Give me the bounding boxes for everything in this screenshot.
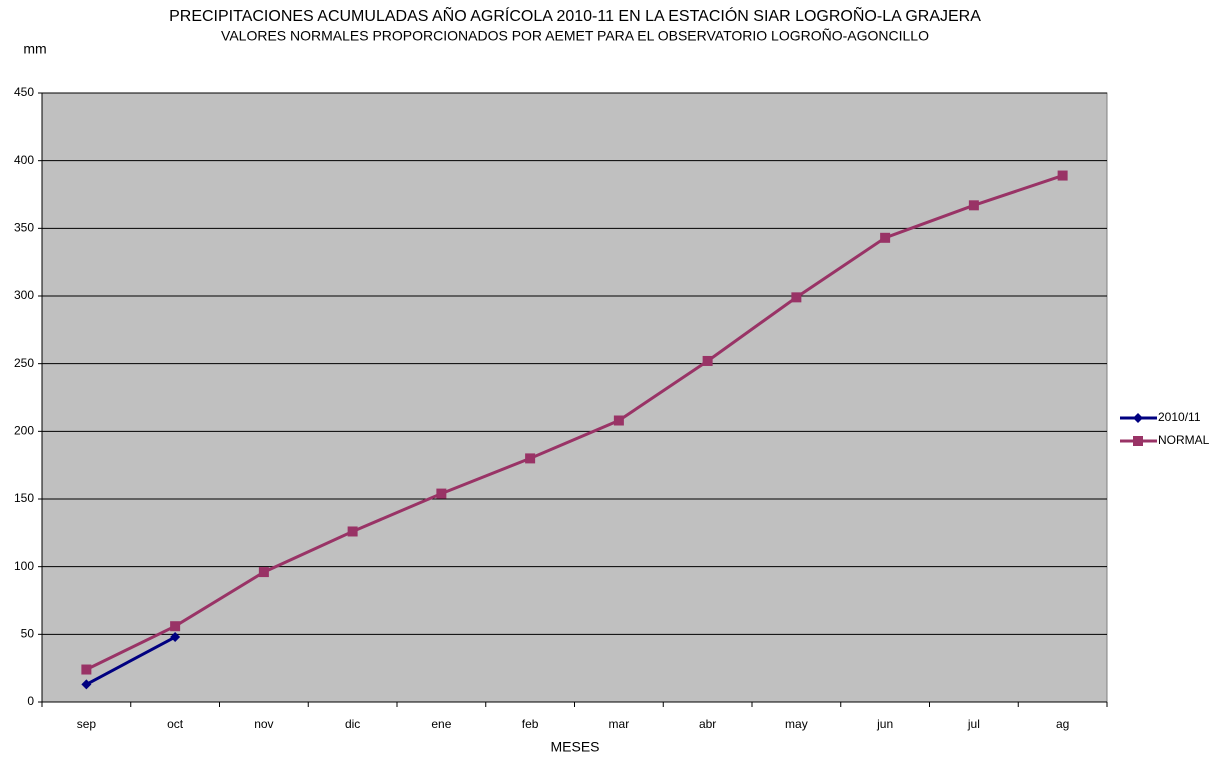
data-point (1057, 170, 1068, 181)
y-tick-label: 150 (14, 491, 34, 505)
series-line (85, 174, 1064, 671)
data-point (613, 415, 624, 426)
data-point (81, 679, 92, 690)
x-tick-label: ene (431, 717, 451, 731)
data-point (791, 292, 802, 303)
x-axis-label: MESES (550, 739, 599, 755)
chart-subtitle: VALORES NORMALES PROPORCIONADOS POR AEME… (221, 28, 929, 44)
y-tick-label: 350 (14, 221, 34, 235)
y-tick-label: 50 (21, 627, 35, 641)
x-tick-label: feb (522, 717, 539, 731)
y-tick-label: 250 (14, 356, 34, 370)
legend-marker (1133, 413, 1143, 423)
data-point (436, 488, 447, 499)
data-point (170, 621, 181, 632)
x-tick-label: abr (699, 717, 716, 731)
data-point (702, 355, 713, 366)
y-tick-label: 100 (14, 559, 34, 573)
legend-label: 2010/11 (1158, 410, 1201, 424)
y-tick-label: 400 (14, 153, 34, 167)
x-tick-label: nov (254, 717, 273, 731)
x-tick-label: jun (876, 717, 893, 731)
data-point (968, 200, 979, 211)
data-point (525, 453, 536, 464)
series-line (85, 635, 176, 686)
chart-title: PRECIPITACIONES ACUMULADAS AÑO AGRÍCOLA … (169, 5, 981, 25)
x-tick-label: dic (345, 717, 360, 731)
data-point (347, 526, 358, 537)
y-tick-label: 0 (27, 694, 34, 708)
x-tick-label: jul (967, 717, 980, 731)
legend-label: NORMAL (1158, 433, 1210, 447)
y-tick-label: 300 (14, 288, 34, 302)
x-tick-label: sep (77, 717, 97, 731)
legend-marker (1133, 436, 1143, 446)
y-tick-label: 450 (14, 85, 34, 99)
y-axis-label: mm (23, 41, 46, 57)
data-point (170, 632, 181, 643)
x-tick-label: may (785, 717, 808, 731)
y-tick-label: 200 (14, 424, 34, 438)
data-point (258, 567, 269, 578)
data-point (81, 664, 92, 675)
x-tick-label: oct (167, 717, 184, 731)
data-point (880, 232, 891, 243)
x-tick-label: ag (1056, 717, 1069, 731)
x-tick-label: mar (609, 717, 630, 731)
